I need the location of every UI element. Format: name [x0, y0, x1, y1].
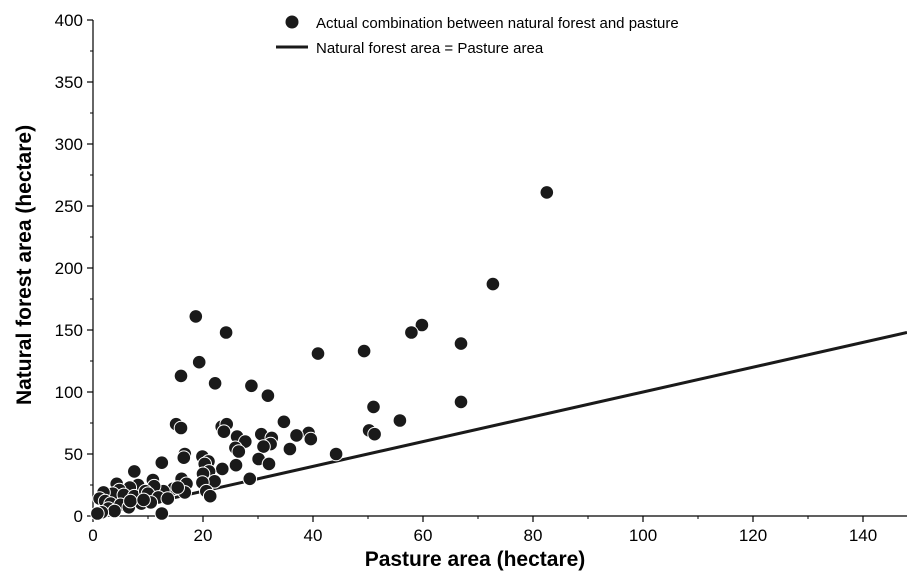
y-tick-label: 200 [55, 259, 83, 278]
data-point [154, 506, 170, 521]
data-point [539, 185, 555, 200]
data-point [256, 439, 271, 454]
data-point [191, 354, 207, 370]
data-point [231, 444, 247, 459]
data-point [188, 309, 204, 324]
data-point [276, 414, 292, 430]
y-tick-label: 50 [64, 445, 83, 464]
x-axis-title: Pasture area (hectare) [365, 548, 586, 571]
data-point [107, 503, 122, 519]
x-tick-label: 80 [524, 526, 543, 545]
x-tick-label: 140 [849, 526, 877, 545]
data-point [367, 426, 382, 442]
data-point [282, 441, 298, 457]
y-axis-title: Natural forest area (hectare) [13, 125, 36, 405]
data-point [392, 413, 408, 428]
y-tick-label: 250 [55, 197, 83, 216]
axes [92, 20, 907, 517]
data-point [136, 492, 151, 508]
data-point [176, 450, 192, 466]
data-point [366, 399, 381, 415]
data-point [207, 376, 223, 391]
data-point [160, 491, 176, 506]
x-tick-label: 0 [88, 526, 97, 545]
data-point [242, 471, 258, 487]
data-point [173, 368, 189, 384]
plot-marks [90, 185, 907, 521]
data-point [216, 424, 232, 440]
data-point [303, 431, 319, 447]
x-tick-label: 20 [194, 526, 213, 545]
data-point [218, 325, 234, 340]
data-point [404, 325, 419, 340]
ticks: 0 50 100 150 200 250 300 350 400 0 20 40 60 80 100 120 1… [55, 11, 878, 545]
data-point [328, 446, 344, 462]
y-tick-label: 0 [74, 507, 83, 526]
x-tick-label: 100 [629, 526, 657, 545]
legend-label-scatter: Actual combination between natural fores… [316, 15, 679, 32]
data-point [453, 394, 469, 410]
data-point [260, 388, 276, 404]
legend-marker-scatter [285, 15, 299, 29]
data-point [228, 457, 244, 473]
data-point [310, 346, 326, 361]
legend-label-line: Natural forest area = Pasture area [316, 40, 544, 57]
data-point [202, 488, 218, 504]
data-point [261, 456, 277, 472]
y-tick-label: 300 [55, 135, 83, 154]
data-point [244, 378, 259, 394]
legend: Actual combination between natural fores… [276, 15, 679, 57]
x-tick-label: 60 [414, 526, 433, 545]
y-tick-label: 150 [55, 321, 83, 340]
x-tick-label: 120 [739, 526, 767, 545]
reference-line [92, 331, 907, 518]
y-tick-label: 100 [55, 383, 83, 402]
data-point [215, 461, 230, 477]
data-point [90, 506, 105, 521]
data-point [289, 428, 304, 443]
data-point [356, 343, 372, 359]
data-point [414, 317, 430, 333]
data-point [485, 276, 501, 292]
data-point [453, 336, 469, 351]
data-point [170, 480, 185, 495]
y-tick-label: 400 [55, 11, 83, 30]
data-point [127, 464, 142, 479]
x-tick-label: 40 [304, 526, 323, 545]
data-point [173, 420, 189, 436]
y-tick-label: 350 [55, 73, 83, 92]
data-point [123, 493, 138, 509]
data-point [154, 455, 170, 471]
